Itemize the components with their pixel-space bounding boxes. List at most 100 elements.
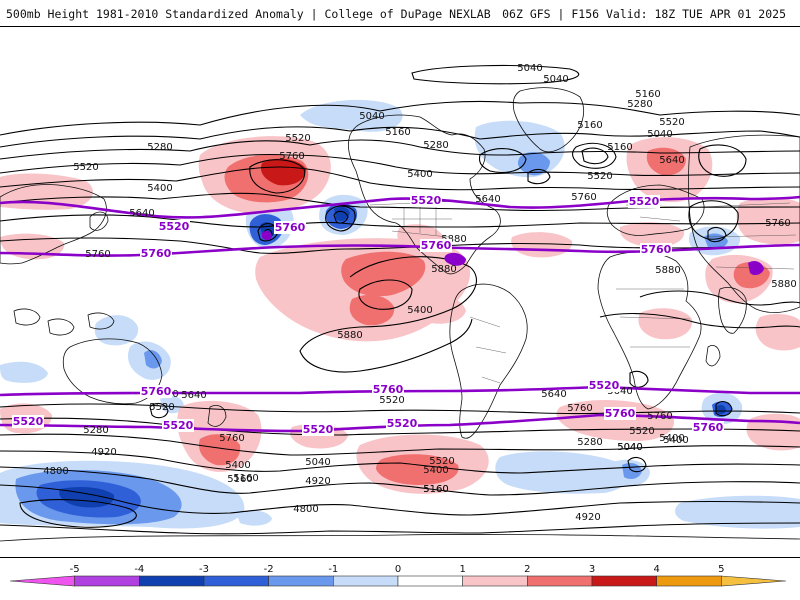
contour-line <box>299 256 477 373</box>
contour-line <box>411 64 580 85</box>
anomaly-blob <box>415 294 466 324</box>
contour-label: 5760 <box>765 218 790 229</box>
zonal-label: 5760 <box>605 407 636 420</box>
zonal-label-bg <box>640 243 672 256</box>
contour-line <box>325 205 356 232</box>
model-run-info: 06Z GFS | F156 Valid: 18Z TUE APR 01 202… <box>502 7 786 21</box>
colorbar-bin <box>9 575 75 587</box>
contour-label: 5520 <box>659 117 684 128</box>
contour-line <box>478 148 527 174</box>
zonal-label: 5520 <box>387 417 418 430</box>
anomaly-blob <box>495 451 629 494</box>
colorbar-bin <box>397 575 463 587</box>
contour-label: 5520 <box>629 426 654 437</box>
colorbar-tick-label: 2 <box>524 564 530 575</box>
border-usa-mexico <box>391 230 449 238</box>
zonal-label-bg <box>628 195 660 208</box>
contour-label: 5160 <box>233 473 258 484</box>
anomaly-blob <box>349 294 395 326</box>
contour-line <box>0 192 800 212</box>
zonal-label: 5520 <box>589 379 620 392</box>
colorbar-bin <box>333 575 399 587</box>
contour-line <box>358 279 413 310</box>
zonal-label-bg <box>140 385 172 398</box>
contour-line <box>0 153 800 177</box>
islands-indonesia <box>13 308 41 326</box>
contour-line <box>0 522 800 535</box>
contour-label: 5040 <box>647 129 672 140</box>
zonal-label: 5760 <box>421 239 452 252</box>
contour-label: 5520 <box>429 456 454 467</box>
zonal-line-5520-south <box>0 413 800 433</box>
contour-line <box>0 433 800 456</box>
zonal-label-bg <box>302 423 334 436</box>
anomaly-colorbar: -5 -4 -3 -2 -1 0 1 2 3 4 5 <box>0 560 800 600</box>
contour-label: 5400 <box>659 433 684 444</box>
colorbar-tick-label: 4 <box>653 564 659 575</box>
contour-label: 5280 <box>423 140 448 151</box>
zonal-label-bg <box>410 194 442 207</box>
anomaly-blob <box>0 361 48 383</box>
contour-label: 5040 <box>543 74 568 85</box>
zonal-label-bg <box>420 239 452 252</box>
contour-line <box>599 312 800 329</box>
contour-label: 5040 <box>359 111 384 122</box>
map-canvas: 5040504050405160528051605280552057605400… <box>0 27 800 557</box>
contour-line <box>0 466 800 496</box>
anomaly-blob <box>556 400 675 441</box>
anomaly-blob <box>341 251 426 297</box>
anomaly-blob <box>198 434 241 466</box>
continent-australia <box>62 338 163 405</box>
contour-line <box>0 139 800 160</box>
contour-line <box>688 200 739 240</box>
zonal-label: 5760 <box>373 383 404 396</box>
contour-line <box>581 147 609 165</box>
continent-greenland <box>512 87 584 153</box>
zonal-label: 5520 <box>303 423 334 436</box>
contour-line <box>715 400 733 417</box>
border-sa <box>469 316 507 384</box>
contour-label: 5760 <box>279 151 304 162</box>
contour-label: 5040 <box>617 442 642 453</box>
contour-label: 5880 <box>441 234 466 245</box>
contour-label: 4920 <box>575 512 600 523</box>
zonal-label: 5760 <box>275 221 306 234</box>
colorbar-bin <box>203 575 269 587</box>
colorbar-tick-label: 5 <box>718 564 724 575</box>
anomaly-blob <box>675 495 800 529</box>
purple-feature <box>262 230 272 240</box>
contour-label: 5520 <box>285 133 310 144</box>
colorbar-ticks: -5 -4 -3 -2 -1 0 1 2 3 4 5 <box>70 564 725 575</box>
contour-label: 5160 <box>423 484 448 495</box>
contour-label: 5160 <box>227 474 252 485</box>
anomaly-blob <box>619 222 685 248</box>
anomaly-blob <box>236 510 272 526</box>
colorbar-tick-label: -1 <box>328 564 338 575</box>
continent-south-america <box>449 283 528 439</box>
colorbar-canvas: -5 -4 -3 -2 -1 0 1 2 3 4 5 <box>9 564 787 587</box>
contour-label: 4800 <box>43 466 68 477</box>
contour-label: 5160 <box>423 484 448 495</box>
purple-feature <box>748 261 764 276</box>
purple-feature <box>444 252 466 266</box>
contour-line <box>0 484 800 516</box>
zonal-label-bg <box>386 417 418 430</box>
contour-label: 5520 <box>587 171 612 182</box>
contour-label: 5640 <box>475 194 500 205</box>
purple-features <box>262 230 764 276</box>
contour-label: 4920 <box>305 476 330 487</box>
colorbar-tick-label: -4 <box>134 564 144 575</box>
zonal-label-bg <box>604 407 636 420</box>
contour-line <box>0 450 800 474</box>
contour-label: 5880 <box>655 265 680 276</box>
zonal-label: 5520 <box>629 195 660 208</box>
anomaly-blob <box>736 197 800 245</box>
border-usa-states <box>392 205 452 235</box>
colorbar-tick-label: 1 <box>459 564 465 575</box>
colorbar-tick-label: -3 <box>199 564 209 575</box>
contour-line <box>249 159 306 194</box>
contour-line <box>571 142 617 169</box>
contour-label: 5160 <box>635 89 660 100</box>
colorbar-bin <box>462 575 528 587</box>
contour-line <box>0 214 800 228</box>
